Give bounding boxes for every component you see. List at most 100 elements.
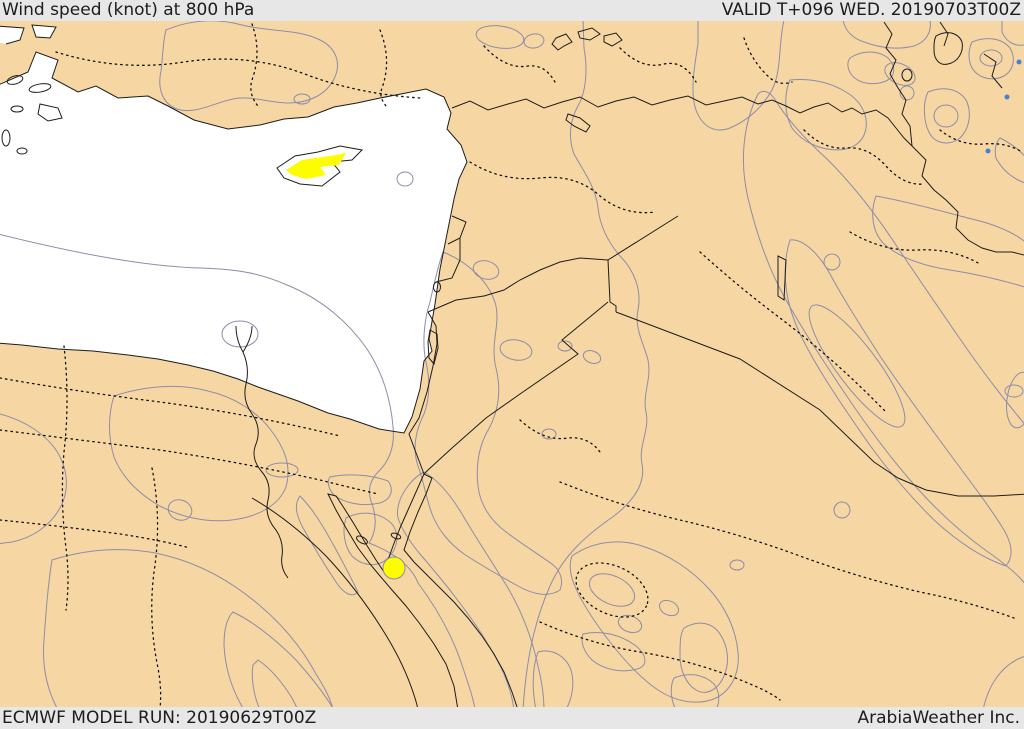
map-title: Wind speed (knot) at 800 hPa: [2, 0, 255, 20]
admin-dots-ring-central: [575, 562, 649, 618]
border-israel-jordan: [408, 311, 438, 475]
footer-bar: ECMWF MODEL RUN: 20190629T00Z ArabiaWeat…: [0, 707, 1024, 729]
weather-map: [0, 21, 1024, 707]
lake-marker-2: [985, 148, 991, 154]
coast-detail-group: [1, 27, 963, 707]
admin-dots-anatolia-4: [483, 45, 557, 85]
lake-marker-3: [1016, 59, 1022, 65]
tan-ne-top: [842, 21, 931, 49]
wind-region-40kt-group: [223, 49, 1012, 707]
model-run-label: ECMWF MODEL RUN: 20190629T00Z: [2, 707, 317, 728]
gold-band-iraq: [742, 90, 1024, 584]
valid-time-label: VALID T+096 WED. 20190703T00Z: [721, 0, 1021, 20]
border-turkey-syria: [451, 95, 913, 147]
low-wind-overlay-group: [167, 21, 1024, 707]
border-lebanon: [435, 215, 467, 283]
admin-dots-syria: [469, 161, 657, 214]
lake-marker-group: [985, 59, 1022, 154]
tan-anatolia-wedge: [692, 21, 785, 131]
egypt-coast-railway-line: [251, 497, 418, 707]
admin-dots-iraq-1: [699, 251, 887, 413]
wind-region-iraq-arabia: [522, 21, 650, 707]
cyprus-wind-patch: [286, 153, 346, 179]
gold-egypt-south: [43, 549, 333, 707]
orange-ne-1: [933, 104, 959, 128]
wind-region-west-egypt: [0, 233, 476, 707]
tan-central-saudi-1: [581, 632, 646, 672]
tan-egypt-spot-2: [167, 499, 193, 521]
lake-urmia: [901, 68, 913, 82]
admin-dots-anatolia-1: [55, 51, 421, 99]
tan-north-sinai: [327, 474, 392, 506]
border-caucasus: [883, 21, 1024, 256]
lake-assad: [565, 113, 591, 133]
red-sea-islet-2: [390, 532, 402, 540]
wind-region-30kt-group: [0, 21, 1024, 707]
border-syria-iraq: [607, 215, 679, 312]
admin-dots-anatolia-5: [619, 47, 697, 83]
lake-van: [933, 32, 963, 65]
nile-river: [235, 325, 289, 579]
aegean-island-1: [6, 75, 24, 85]
admin-dots-egypt-4: [151, 467, 162, 707]
gold-dot-central: [729, 559, 745, 571]
admin-dots-saudi-1: [559, 481, 1015, 619]
sea-group: [0, 25, 467, 433]
gold-ne-3: [899, 85, 915, 101]
orange-band-iraq: [784, 239, 1012, 567]
gold-dot-nw-turkey: [293, 93, 311, 105]
wind-spot-anatolia-2: [523, 33, 545, 49]
border-iraq-saudi: [615, 311, 1024, 497]
red-sea-wind-circle: [382, 556, 406, 580]
turkey-lake-1: [551, 33, 573, 51]
gold-ne-1: [847, 51, 895, 85]
aegean-island-2: [28, 83, 52, 93]
gold-ne-2: [884, 62, 916, 86]
gold-ne-below-van: [923, 88, 970, 144]
tan-central-saudi-2: [532, 650, 574, 707]
gold-ne-corner: [968, 38, 1014, 80]
lake-marker-1: [1004, 94, 1010, 100]
header-bar: Wind speed (knot) at 800 hPa VALID T+096…: [0, 0, 1024, 21]
wind-region-50kt-group: [251, 304, 906, 707]
gold-top-right: [1001, 21, 1024, 46]
admin-dots-anatolia-2: [250, 23, 259, 107]
border-syria-jordan: [427, 257, 609, 313]
wind-spot-saudi-1: [541, 428, 557, 440]
wind-region-levant: [414, 251, 563, 595]
gold-egypt-nile: [109, 385, 289, 522]
mediterranean-sea: [0, 52, 467, 433]
border-jordan-saudi: [423, 301, 609, 475]
red-sea-islet-1: [356, 535, 368, 545]
wind-spot-saudi-2: [557, 340, 573, 352]
tan-bottom-right-corner: [983, 656, 1024, 707]
orange-egypt: [223, 611, 333, 707]
wind-speed-map-canvas: [0, 21, 1024, 707]
gold-sinai: [343, 512, 398, 565]
wind-spot-jordan-2: [499, 339, 533, 361]
tan-red-sea-west-coast: [295, 495, 359, 596]
wind-spot-jordan-1: [472, 260, 500, 280]
mediterranean-coastline: [0, 51, 468, 434]
tan-ne-gap: [872, 195, 1024, 288]
aegean-island-3: [10, 105, 24, 113]
border-group: [235, 21, 1024, 707]
admin-dots-iraq-2: [849, 231, 981, 265]
gold-central-saudi: [569, 541, 739, 703]
admin-dots-anatolia-3: [379, 29, 389, 109]
coastline-group: [0, 24, 468, 434]
turkey-lake-2: [577, 27, 601, 41]
lake-tharthar: [777, 255, 787, 301]
dark-orange-core-iraq: [808, 304, 906, 428]
wind-region-20kt-group: [0, 21, 650, 707]
orange-ne-2: [979, 49, 1003, 67]
marmara-east-bay: [32, 25, 56, 38]
admin-boundary-group: [0, 23, 1023, 707]
gold-dot-right-edge: [1004, 384, 1024, 398]
sea-of-marmara: [0, 26, 24, 44]
turkey-lake-3: [603, 32, 623, 47]
gold-egypt-left: [0, 413, 67, 545]
gold-dot-saudi: [833, 501, 851, 519]
tan-egypt-spot-1: [265, 462, 299, 478]
